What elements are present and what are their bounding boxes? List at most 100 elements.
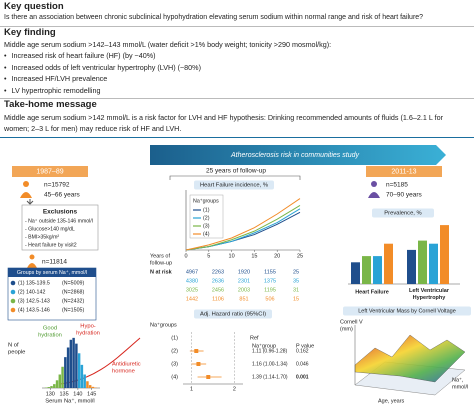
histogram-bar bbox=[47, 387, 50, 388]
histogram-bar bbox=[91, 386, 95, 388]
heading: Key finding bbox=[4, 27, 56, 38]
table-cell: 1155 bbox=[264, 269, 276, 275]
followup: 25 years of follow-up bbox=[206, 168, 266, 175]
table-cell: 35 bbox=[293, 278, 299, 284]
histogram-bar bbox=[72, 337, 75, 388]
histogram-bar bbox=[77, 353, 81, 388]
exclusion: - Na⁺ outside 135-146 mmol/l bbox=[25, 218, 93, 224]
row-label: (4) bbox=[171, 374, 178, 380]
histogram-bar bbox=[83, 374, 86, 388]
question: Is there an association between chronic … bbox=[4, 14, 424, 21]
table-cell: 1375 bbox=[264, 278, 276, 284]
histogram-bar bbox=[64, 357, 67, 388]
divider bbox=[0, 26, 474, 27]
p-value: 0.046 bbox=[296, 361, 309, 367]
table-cell: 4380 bbox=[186, 278, 198, 284]
series-line bbox=[185, 205, 301, 251]
chart-title: Left Ventricular Mass by Cornell Voltage bbox=[358, 308, 456, 314]
histogram-bar bbox=[69, 339, 73, 388]
y-label: mmol/l bbox=[452, 384, 468, 390]
bar bbox=[373, 256, 382, 284]
row-label: (3) bbox=[171, 361, 178, 367]
person-icon bbox=[368, 181, 380, 198]
groups-title: Groups by serum Na⁺, mmol/l bbox=[17, 270, 87, 276]
histogram-bar bbox=[50, 386, 53, 388]
bar bbox=[418, 240, 427, 284]
legend-label: (4) bbox=[203, 231, 210, 237]
table-cell: 2636 bbox=[212, 278, 224, 284]
x-tick-label: 1 bbox=[190, 386, 193, 392]
bar bbox=[384, 243, 393, 284]
column-header: P value bbox=[296, 343, 314, 349]
table-cell: 15 bbox=[293, 296, 299, 302]
group-label: (1) 135-139.5 bbox=[18, 280, 50, 286]
legend-box bbox=[189, 194, 224, 239]
x-label: Serum Na⁺, mmol/l bbox=[45, 398, 94, 405]
exclusions-box bbox=[21, 204, 99, 251]
x-label: Age, years bbox=[378, 398, 405, 404]
group-label: (3) 142.5-143 bbox=[18, 298, 50, 304]
heading: Key question bbox=[4, 1, 64, 12]
take-home-text: Middle age serum sodium >142 mmol/L is a… bbox=[4, 113, 443, 133]
table-cell: 1106 bbox=[212, 296, 224, 302]
banner-text: Atherosclerosis risk in communities stud… bbox=[230, 152, 359, 159]
x-tick-label: 145 bbox=[87, 391, 96, 397]
hr-text: 1.39 (1.14-1.70) bbox=[252, 374, 288, 380]
category-label: Left Ventricular Hypertrophy bbox=[408, 288, 450, 301]
legend-title: Na⁺groups bbox=[193, 198, 219, 204]
z-label: (mm) bbox=[340, 326, 353, 332]
annotation: hormone bbox=[112, 369, 135, 375]
legend-label: (1) bbox=[203, 207, 210, 213]
period-header bbox=[12, 166, 88, 177]
histogram-bar bbox=[66, 347, 70, 388]
hr-text: 1.11 (0.96-1.28) bbox=[252, 348, 288, 354]
cohort-n: n=11814 bbox=[42, 259, 67, 266]
surface bbox=[354, 334, 466, 383]
group-dot bbox=[10, 280, 16, 286]
table-cell: 506 bbox=[265, 296, 274, 302]
annotation: hydration bbox=[38, 333, 62, 339]
z-label: Cornell V bbox=[340, 319, 363, 325]
bar bbox=[362, 256, 371, 284]
group-n: (N=1505) bbox=[62, 307, 84, 313]
finding-list: Increased risk of heart failure (HF) (by… bbox=[4, 51, 201, 97]
x-label: Years of bbox=[150, 253, 170, 259]
cohort-n: n=15792 bbox=[44, 182, 70, 189]
divider bbox=[0, 137, 474, 138]
x-tick-label: 25 bbox=[297, 253, 303, 259]
exclusions-title: Exclusions bbox=[43, 209, 78, 216]
finding-intro: Middle age serum sodium >142–143 mmol/L … bbox=[4, 40, 332, 49]
hr-marker bbox=[194, 349, 199, 353]
annotation: hydration bbox=[76, 331, 100, 337]
table-cell: 25 bbox=[293, 269, 299, 275]
table-cell: 1920 bbox=[238, 269, 250, 275]
banner bbox=[150, 145, 446, 165]
histogram-bar bbox=[58, 374, 62, 388]
table-cell: 4967 bbox=[186, 269, 198, 275]
group-dot bbox=[10, 298, 16, 304]
row-label: (1) bbox=[171, 335, 178, 341]
legend-label: (2) bbox=[203, 215, 210, 221]
chart-title: Prevalence, % bbox=[384, 211, 421, 217]
x-tick-label: 2 bbox=[233, 386, 236, 392]
table-cell: 2003 bbox=[238, 287, 250, 293]
legend-label: (3) bbox=[203, 223, 210, 229]
table-cell: 2301 bbox=[238, 278, 250, 284]
x-tick-label: 140 bbox=[73, 391, 82, 397]
x-tick-label: 15 bbox=[251, 253, 257, 259]
series-line bbox=[185, 198, 301, 251]
hr-text: 1.16 (1.00-1.34) bbox=[252, 361, 288, 367]
category-label: Heart Failure bbox=[355, 289, 389, 295]
cohort-n: n=5185 bbox=[386, 182, 408, 189]
histogram-bar bbox=[53, 384, 56, 388]
x-tick-label: 5 bbox=[207, 253, 210, 259]
histogram-bar bbox=[61, 366, 64, 388]
bar bbox=[407, 249, 416, 284]
y-label: people bbox=[8, 350, 25, 356]
p-value: 0.162 bbox=[296, 348, 309, 354]
table-cell: 1442 bbox=[186, 296, 198, 302]
x-tick-label: 20 bbox=[274, 253, 280, 259]
table-cell: 851 bbox=[239, 296, 248, 302]
